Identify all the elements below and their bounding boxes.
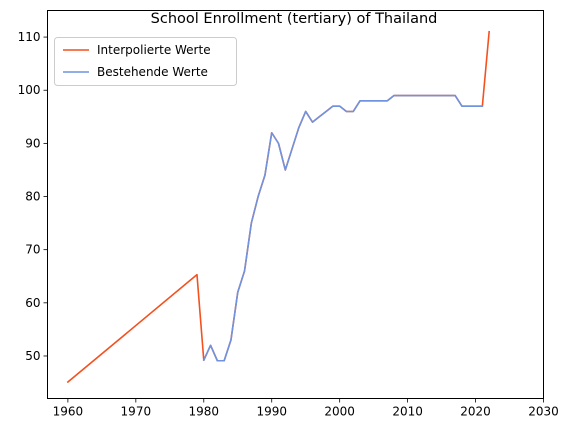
x-axis: 1960 1970 1980 1990 2000 2010 2020 2030 bbox=[53, 398, 559, 419]
y-tick-label: 50 bbox=[25, 349, 40, 363]
y-tick-label: 100 bbox=[18, 83, 41, 97]
x-tick-label: 2010 bbox=[392, 405, 423, 419]
y-axis: 50 60 70 80 90 100 110 bbox=[18, 30, 48, 363]
x-tick-label: 1990 bbox=[256, 405, 287, 419]
y-tick-label: 90 bbox=[25, 136, 40, 150]
chart-title: School Enrollment (tertiary) of Thailand bbox=[151, 11, 438, 27]
legend-label: Bestehende Werte bbox=[97, 65, 208, 79]
plot-area-frame bbox=[47, 10, 544, 399]
legend: Interpolierte Werte Bestehende Werte bbox=[54, 37, 237, 86]
x-tick-label: 2030 bbox=[528, 405, 559, 419]
x-tick-label: 2000 bbox=[324, 405, 355, 419]
series-layer bbox=[66, 30, 491, 384]
y-tick-label: 80 bbox=[25, 190, 40, 204]
y-tick-label: 70 bbox=[25, 243, 40, 257]
series-line-2 bbox=[202, 94, 484, 362]
y-tick-label: 60 bbox=[25, 296, 40, 310]
legend-label: Interpolierte Werte bbox=[97, 43, 211, 57]
x-tick-label: 2020 bbox=[460, 405, 491, 419]
x-tick-label: 1960 bbox=[53, 405, 84, 419]
legend-box bbox=[54, 37, 237, 86]
x-tick-label: 1980 bbox=[189, 405, 220, 419]
y-tick-label: 110 bbox=[18, 30, 41, 44]
x-tick-label: 1970 bbox=[121, 405, 152, 419]
